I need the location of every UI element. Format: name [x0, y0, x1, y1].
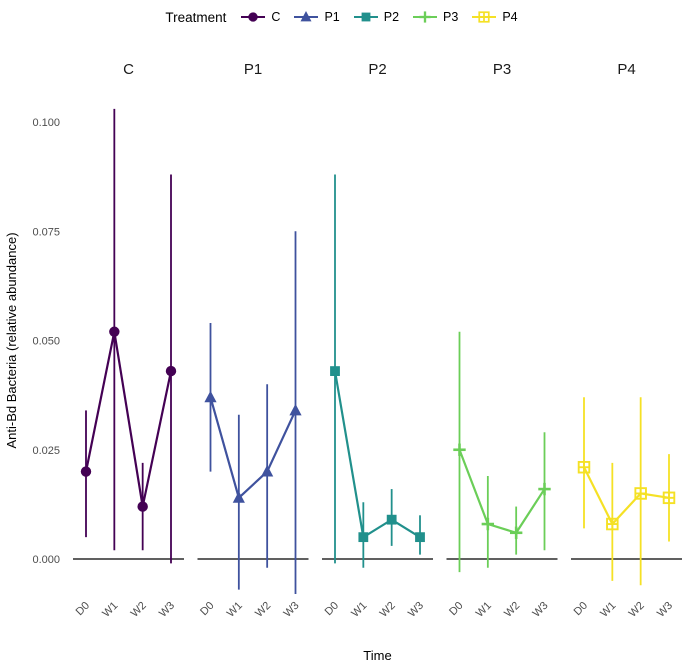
- series-line: [458, 449, 546, 535]
- point-square-plus-icon: [634, 487, 647, 500]
- x-tick-label: W3: [655, 600, 675, 620]
- point-circle-icon: [165, 365, 177, 377]
- x-tick-label: D0: [572, 600, 590, 618]
- x-tick-label: W3: [157, 600, 177, 620]
- x-tick-label: W2: [253, 600, 273, 620]
- point-square-icon: [386, 514, 397, 525]
- x-tick-label: W2: [378, 600, 398, 620]
- point-square-icon: [415, 532, 425, 543]
- facet-title-P3: P3: [493, 61, 511, 78]
- legend-key-plus-icon: [413, 11, 438, 23]
- x-tick-label: W3: [281, 600, 301, 620]
- chart-svg: C D0 W1 W2 W3 P1 D0 W1 W2 W3 P2 D0 W1 W2 W3 P3 D0 W1 W2 W3 P…: [4, 61, 682, 663]
- x-tick-label: D0: [323, 600, 341, 618]
- point-circle-icon: [248, 12, 259, 22]
- point-square-plus-icon: [577, 460, 591, 474]
- series-line: [84, 331, 173, 507]
- x-tick-label: D0: [74, 600, 92, 618]
- point-square-plus-icon: [478, 11, 490, 23]
- legend-title: Treatment: [165, 9, 227, 25]
- x-tick-label: W1: [474, 600, 494, 620]
- x-tick-label: W3: [406, 600, 426, 620]
- legend-item-label: P3: [443, 10, 459, 24]
- point-square-icon: [361, 12, 371, 22]
- legend-key-square-icon: [353, 12, 378, 22]
- y-tick-label: 0.050: [32, 336, 60, 348]
- legend-item-label: P1: [324, 10, 340, 24]
- legend-key-square-plus-icon: [472, 11, 497, 23]
- point-square-plus-icon: [606, 517, 619, 531]
- x-tick-label: W2: [129, 600, 149, 620]
- point-triangle-icon: [261, 465, 274, 477]
- facet-title-P4: P4: [617, 61, 635, 78]
- facet-title-P2: P2: [368, 61, 386, 78]
- facet-title-C: C: [123, 61, 134, 78]
- x-tick-label: D0: [447, 600, 465, 618]
- y-tick-label: 0.075: [32, 226, 60, 238]
- x-axis-label: Time: [363, 648, 391, 663]
- legend-key-circle-icon: [241, 12, 266, 22]
- y-tick-label: 0.025: [32, 445, 60, 457]
- legend-key-triangle-icon: [294, 11, 319, 22]
- legend-items: C P1 P2 P3 P4: [240, 9, 518, 25]
- y-tick-label: 0.100: [32, 117, 60, 129]
- x-tick-label: W2: [502, 600, 522, 620]
- series-line: [333, 370, 421, 539]
- point-plus-icon: [509, 526, 523, 539]
- point-circle-icon: [109, 326, 120, 337]
- point-triangle-icon: [204, 390, 217, 403]
- series-line: [583, 466, 670, 526]
- legend-item-P3: P3: [412, 9, 458, 25]
- point-circle-icon: [137, 501, 148, 512]
- legend-item-P2: P2: [353, 9, 399, 25]
- point-circle-icon: [80, 466, 92, 477]
- point-square-plus-icon: [662, 491, 676, 505]
- point-triangle-icon: [232, 491, 245, 503]
- facet-title-P1: P1: [244, 61, 262, 78]
- x-tick-label: W1: [598, 600, 618, 620]
- x-tick-label: W3: [530, 600, 550, 620]
- point-plus-icon: [481, 517, 495, 531]
- point-square-icon: [358, 532, 369, 543]
- point-triangle-icon: [300, 11, 312, 22]
- series-line: [209, 397, 297, 500]
- point-plus-icon: [419, 11, 431, 23]
- y-axis-label: Anti-Bd Bacteria (relative abundance): [4, 232, 19, 448]
- x-tick-label: W1: [349, 600, 369, 620]
- x-tick-label: W1: [225, 600, 245, 620]
- point-triangle-icon: [289, 403, 302, 416]
- x-tick-label: W2: [627, 600, 647, 620]
- legend: Treatment C P1 P2 P3 P4: [0, 0, 683, 32]
- x-tick-label: D0: [198, 600, 216, 618]
- point-plus-icon: [453, 443, 466, 456]
- point-plus-icon: [538, 482, 551, 496]
- legend-item-P4: P4: [471, 9, 518, 25]
- legend-item-C: C: [240, 9, 280, 25]
- legend-item-label: C: [271, 10, 281, 24]
- x-tick-label: W1: [100, 600, 120, 620]
- y-tick-label: 0.000: [32, 554, 60, 566]
- legend-item-P1: P1: [293, 9, 340, 25]
- legend-item-label: P4: [502, 10, 518, 24]
- legend-item-label: P2: [383, 10, 400, 24]
- point-square-icon: [330, 366, 340, 376]
